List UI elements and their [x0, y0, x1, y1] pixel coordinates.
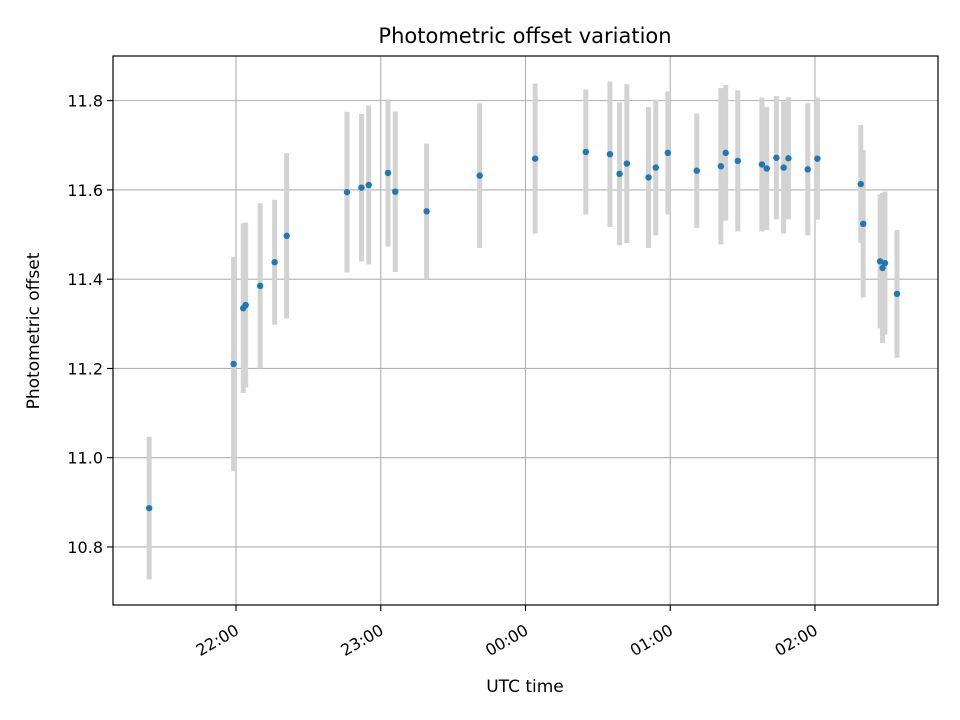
- data-point: [785, 155, 792, 162]
- chart-title: Photometric offset variation: [378, 24, 671, 48]
- data-point: [814, 155, 821, 162]
- y-tick-label: 11.6: [67, 181, 103, 200]
- data-point: [384, 169, 392, 177]
- data-point: [365, 181, 372, 189]
- data-point: [860, 220, 867, 228]
- data-point: [717, 163, 725, 170]
- data-point: [652, 164, 659, 171]
- data-point: [722, 149, 729, 157]
- data-point: [893, 290, 901, 298]
- data-point: [476, 172, 483, 179]
- y-tick-label: 11.0: [67, 449, 103, 468]
- data-point: [423, 208, 430, 215]
- data-point: [693, 167, 700, 174]
- y-tick-label: 10.8: [67, 538, 103, 557]
- y-tick-label: 11.2: [67, 359, 103, 378]
- data-point: [763, 165, 770, 172]
- data-point: [623, 160, 631, 167]
- data-point: [879, 264, 886, 272]
- data-point: [881, 259, 889, 267]
- data-point: [857, 180, 865, 188]
- y-axis-label: Photometric offset: [24, 252, 44, 409]
- data-point: [531, 155, 539, 162]
- data-point: [343, 188, 351, 196]
- data-point: [271, 259, 278, 266]
- y-tick-label: 11.4: [67, 270, 103, 289]
- data-point: [283, 232, 290, 240]
- data-point: [645, 174, 652, 181]
- data-point: [758, 161, 766, 168]
- data-point: [804, 166, 811, 173]
- data-point: [606, 150, 614, 158]
- data-point: [358, 184, 365, 191]
- data-point: [780, 164, 787, 171]
- data-point: [230, 360, 237, 368]
- data-point: [664, 149, 672, 157]
- data-point: [242, 301, 249, 309]
- y-axis-ticks: 10.8 11.0 11.2 11.4 11.6 11.8: [67, 92, 113, 557]
- y-tick-label: 11.8: [67, 92, 103, 111]
- data-point: [392, 188, 399, 195]
- data-point: [616, 170, 623, 178]
- data-point: [876, 258, 884, 265]
- data-point: [773, 154, 780, 161]
- data-point: [145, 504, 153, 512]
- data-point: [256, 282, 264, 290]
- data-point: [734, 157, 741, 165]
- x-axis-label: UTC time: [486, 677, 564, 697]
- data-points: [145, 148, 901, 512]
- data-point: [582, 148, 590, 156]
